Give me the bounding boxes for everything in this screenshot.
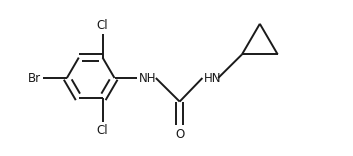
Text: NH: NH — [139, 71, 157, 85]
Text: O: O — [175, 128, 184, 141]
Text: Br: Br — [28, 71, 41, 85]
Text: HN: HN — [203, 71, 221, 85]
Text: Cl: Cl — [97, 19, 108, 32]
Text: Cl: Cl — [97, 124, 108, 137]
